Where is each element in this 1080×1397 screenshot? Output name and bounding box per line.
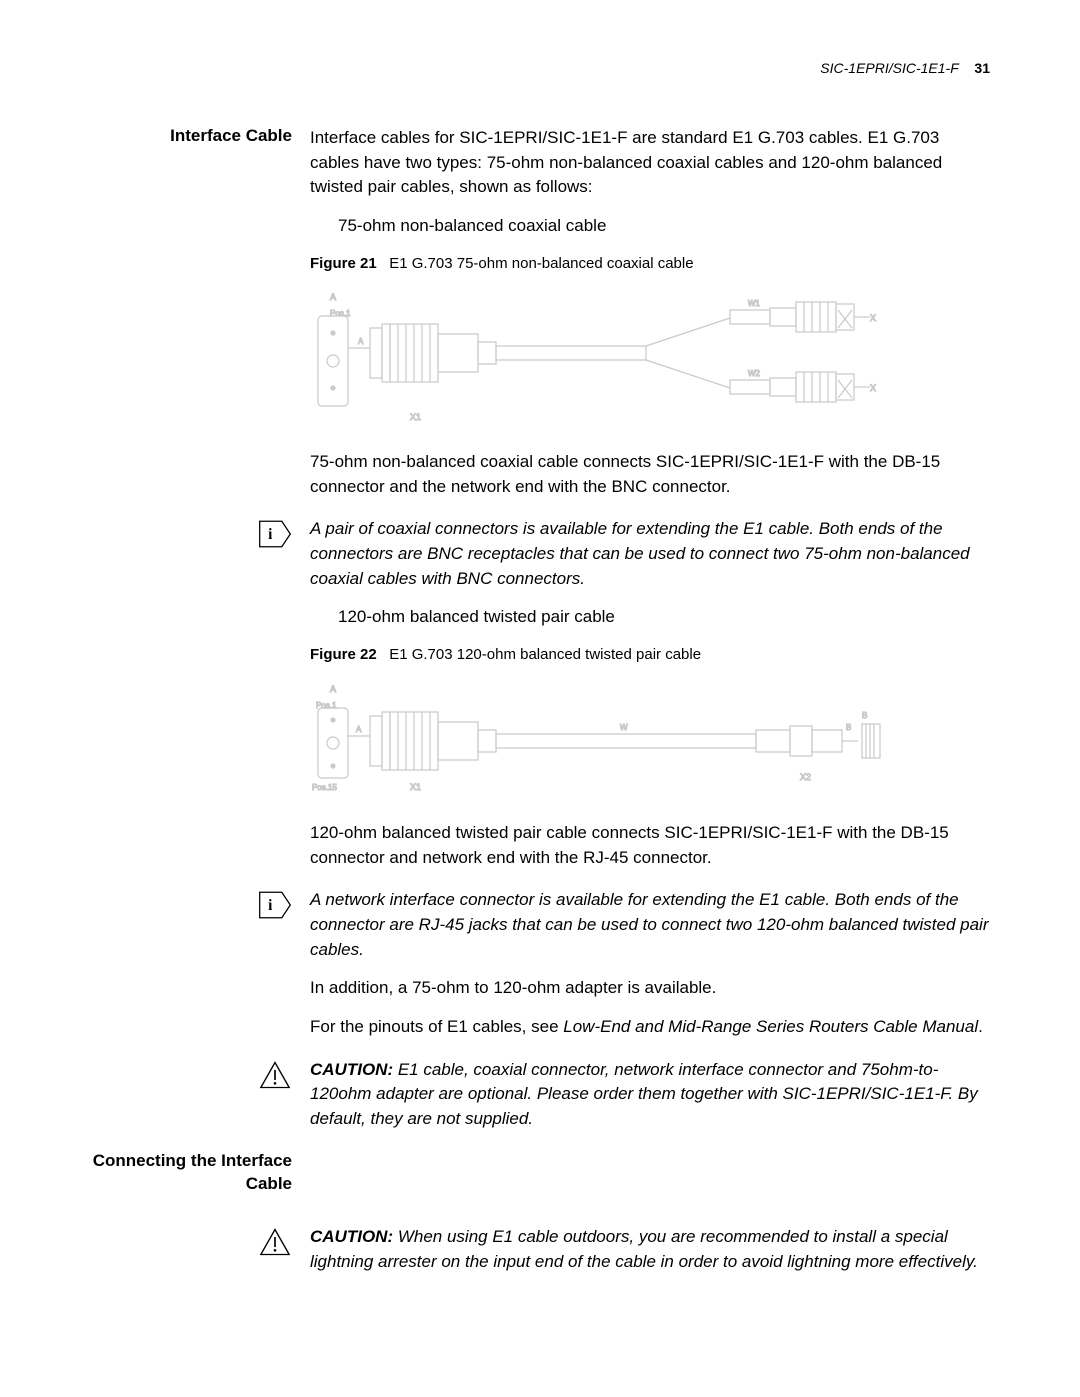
figure-22-text: E1 G.703 120-ohm balanced twisted pair c…: [389, 646, 701, 663]
caution-icon: [258, 1060, 292, 1090]
page-header: SIC-1EPRI/SIC-1E1-F 31: [90, 60, 990, 76]
pinouts-pre: For the pinouts of E1 cables, see: [310, 1017, 563, 1036]
figure-21-label: Figure 21: [310, 255, 377, 272]
svg-text:i: i: [268, 526, 273, 543]
caution-1-text: E1 cable, coaxial connector, network int…: [310, 1060, 978, 1128]
svg-text:A: A: [330, 292, 336, 302]
svg-text:X2: X2: [800, 772, 811, 782]
svg-text:W1: W1: [748, 299, 761, 308]
figure-21-diagram: A Pos.1 A W1: [310, 288, 990, 428]
section-label-interface-cable: Interface Cable: [90, 126, 310, 513]
figure-22-diagram: A Pos.1 Pos.15 A W: [310, 680, 990, 800]
para-after-fig22: 120-ohm balanced twisted pair cable conn…: [310, 821, 990, 870]
caution-icon: [258, 1227, 292, 1257]
adapter-para: In addition, a 75-ohm to 120-ohm adapter…: [310, 976, 990, 1001]
svg-text:A: A: [358, 337, 364, 346]
pinouts-para: For the pinouts of E1 cables, see Low-En…: [310, 1015, 990, 1040]
para-after-fig21: 75-ohm non-balanced coaxial cable connec…: [310, 450, 990, 499]
caution-2-text: When using E1 cable outdoors, you are re…: [310, 1227, 978, 1271]
info-icon: i: [258, 519, 292, 549]
header-doc: SIC-1EPRI/SIC-1E1-F: [820, 60, 958, 76]
svg-text:B: B: [862, 711, 867, 720]
pinouts-post: .: [978, 1017, 983, 1036]
caution-1-label: CAUTION:: [310, 1060, 393, 1079]
svg-text:A: A: [356, 725, 362, 734]
caution-2: CAUTION: When using E1 cable outdoors, y…: [310, 1225, 990, 1274]
note-2: A network interface connector is availab…: [310, 888, 990, 962]
intro-paragraph: Interface cables for SIC-1EPRI/SIC-1E1-F…: [310, 126, 990, 200]
section-label-connecting: Connecting the Interface Cable: [90, 1150, 310, 1196]
caution-1: CAUTION: E1 cable, coaxial connector, ne…: [310, 1058, 990, 1132]
bullet-120ohm: 120-ohm balanced twisted pair cable: [310, 605, 990, 630]
svg-text:X: X: [870, 313, 876, 323]
figure-21-text: E1 G.703 75-ohm non-balanced coaxial cab…: [389, 255, 693, 272]
info-icon: i: [258, 890, 292, 920]
svg-text:W2: W2: [748, 369, 761, 378]
bullet-75ohm: 75-ohm non-balanced coaxial cable: [310, 214, 990, 239]
figure-22-caption: Figure 22 E1 G.703 120-ohm balanced twis…: [310, 644, 990, 666]
svg-text:i: i: [268, 898, 273, 915]
note-1: A pair of coaxial connectors is availabl…: [310, 517, 990, 591]
figure-21-caption: Figure 21 E1 G.703 75-ohm non-balanced c…: [310, 253, 990, 275]
svg-text:Pos.1: Pos.1: [330, 309, 351, 318]
svg-text:X1: X1: [410, 782, 421, 792]
svg-text:B: B: [846, 723, 851, 732]
caution-2-label: CAUTION:: [310, 1227, 393, 1246]
svg-text:Pos.15: Pos.15: [312, 783, 337, 792]
svg-text:A: A: [330, 684, 336, 694]
header-page: 31: [974, 60, 990, 76]
pinouts-ref: Low-End and Mid-Range Series Routers Cab…: [563, 1017, 978, 1036]
figure-22-label: Figure 22: [310, 646, 377, 663]
svg-text:X1: X1: [410, 412, 421, 422]
svg-text:X: X: [870, 383, 876, 393]
svg-text:W: W: [620, 723, 628, 732]
